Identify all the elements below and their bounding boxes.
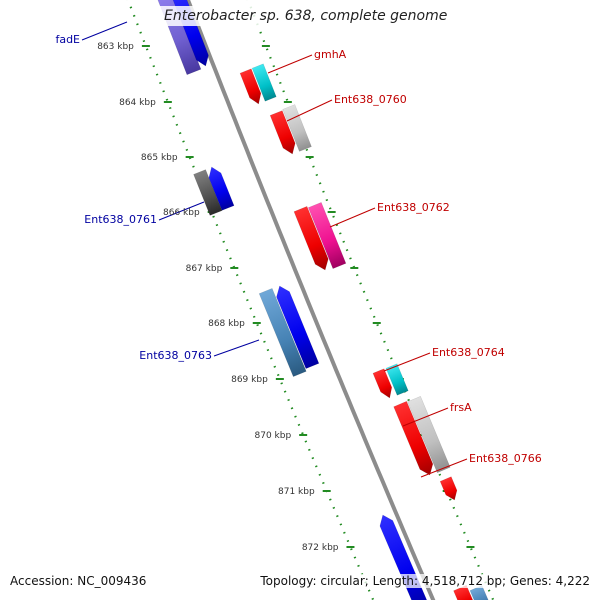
topology-summary: Topology: circular; Length: 4,518,712 bp… bbox=[258, 574, 592, 588]
gene-red-3-shape bbox=[372, 368, 393, 399]
leader-gmhA bbox=[267, 54, 313, 74]
leader-ent0761 bbox=[158, 201, 205, 221]
gene-ent0762[interactable] bbox=[307, 202, 347, 269]
gene-label-frsA[interactable]: frsA bbox=[450, 401, 472, 414]
gene-ent0764-shape bbox=[385, 363, 409, 396]
right-dot-track bbox=[246, 0, 495, 600]
leader-ent0766 bbox=[420, 458, 468, 478]
gene-ent0766[interactable] bbox=[407, 395, 451, 474]
kbp-label: 869 kbp bbox=[231, 375, 268, 385]
gene-frsA-shape bbox=[393, 400, 434, 476]
gene-label-fadE[interactable]: fadE bbox=[55, 33, 80, 46]
leader-frsA bbox=[402, 407, 449, 427]
kbp-label: 863 kbp bbox=[97, 42, 134, 52]
gene-ent0760[interactable] bbox=[282, 104, 312, 152]
gene-blue-2[interactable] bbox=[206, 165, 235, 211]
gene-blue-3[interactable] bbox=[273, 283, 320, 369]
gene-gmhA-shape bbox=[239, 68, 262, 105]
kbp-label: 865 kbp bbox=[141, 153, 178, 163]
tick-dot-tracks bbox=[126, 0, 495, 600]
label-leader-lines bbox=[81, 21, 468, 478]
leader-ent0760 bbox=[286, 99, 333, 122]
gene-ent0760-red[interactable] bbox=[269, 110, 298, 157]
kbp-label: 870 kbp bbox=[255, 431, 292, 441]
gene-red-2-shape bbox=[293, 206, 329, 271]
gene-label-ent0763[interactable]: Ent638_0763 bbox=[139, 349, 212, 362]
gene-blue-4[interactable] bbox=[376, 512, 431, 600]
gene-label-ent0764[interactable]: Ent638_0764 bbox=[432, 346, 505, 359]
gene-frsA[interactable] bbox=[393, 400, 437, 477]
gene-track bbox=[154, 0, 492, 600]
gene-label-ent0762[interactable]: Ent638_0762 bbox=[377, 201, 450, 214]
gene-ent0762-shape bbox=[307, 202, 347, 269]
kbp-label: 866 kbp bbox=[163, 208, 200, 218]
gene-ent0760-red-shape bbox=[269, 110, 296, 155]
gene-label-ent0760[interactable]: Ent638_0760 bbox=[334, 93, 407, 106]
gene-ent0764[interactable] bbox=[385, 363, 409, 396]
gene-ent0763[interactable] bbox=[258, 288, 307, 377]
gene-gmhA[interactable] bbox=[239, 68, 264, 106]
genome-backbone bbox=[185, 0, 436, 600]
gene-blue-2-shape bbox=[208, 166, 235, 211]
gene-red-2[interactable] bbox=[293, 206, 332, 272]
gene-steel-2[interactable] bbox=[469, 585, 492, 600]
gene-ent0766-shape bbox=[407, 395, 451, 474]
kbp-label: 872 kbp bbox=[302, 543, 339, 553]
gene-red-4-shape bbox=[439, 476, 458, 501]
gene-ent0760-shape bbox=[282, 104, 312, 152]
gene-steel-2-shape bbox=[469, 585, 492, 600]
map-title: Enterobacter sp. 638, complete genome bbox=[160, 6, 452, 26]
left-dot-track bbox=[126, 0, 375, 600]
gene-label-ent0766[interactable]: Ent638_0766 bbox=[469, 452, 542, 465]
leader-ent0764 bbox=[383, 352, 431, 372]
accession-label: Accession: NC_009436 bbox=[8, 574, 149, 588]
leader-fadE bbox=[81, 21, 128, 41]
leader-ent0763 bbox=[213, 339, 260, 357]
gene-label-gmhA[interactable]: gmhA bbox=[314, 48, 347, 61]
kbp-label: 864 kbp bbox=[119, 98, 156, 108]
gene-red-3[interactable] bbox=[372, 368, 395, 401]
kbp-tick-labels: 863 kbp 864 kbp 865 kbp 866 kbp 867 kbp 868 k… bbox=[97, 42, 339, 553]
gene-blue-3-shape bbox=[276, 285, 320, 369]
backbone-line bbox=[185, 0, 436, 600]
kbp-label: 867 kbp bbox=[186, 264, 223, 274]
gene-label-ent0761[interactable]: Ent638_0761 bbox=[84, 213, 157, 226]
gene-cyan-1-shape bbox=[251, 63, 277, 102]
kbp-label: 871 kbp bbox=[278, 487, 315, 497]
gene-blue-4-shape bbox=[379, 514, 431, 600]
kbp-label: 868 kbp bbox=[208, 319, 245, 329]
leader-ent0762 bbox=[329, 207, 376, 228]
gene-red-4[interactable] bbox=[439, 476, 460, 503]
gene-cyan-1[interactable] bbox=[251, 63, 277, 102]
gene-labels: fadE gmhA Ent638_0760 Ent638_0761 Ent638_076… bbox=[55, 33, 541, 465]
gene-ent0763-shape bbox=[258, 288, 307, 377]
